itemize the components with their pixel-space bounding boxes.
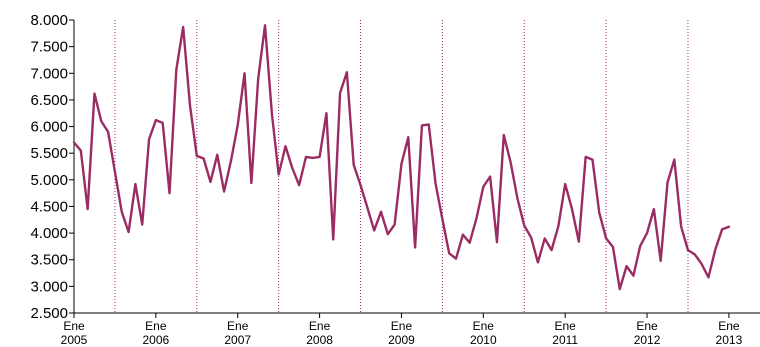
x-tick-label-month: Ene [227,319,249,333]
y-tick-label: 5.500 [30,145,68,162]
x-tick-label-month: Ene [145,319,167,333]
y-tick-label: 8.000 [30,12,68,29]
x-tick-label-year: 2010 [470,333,497,347]
y-tick-label: 4.500 [30,198,68,215]
x-tick-label-month: Ene [309,319,331,333]
y-tick-label: 7.500 [30,39,68,56]
x-tick-label-year: 2012 [634,333,661,347]
grid-lines [114,20,689,313]
series-layer [72,24,731,291]
x-tick-label-year: 2006 [143,333,170,347]
y-tick-label: 6.500 [30,92,68,109]
x-tick-label-year: 2009 [388,333,415,347]
x-tick-label-month: Ene [555,319,577,333]
x-tick-label-year: 2007 [224,333,251,347]
x-tick-label-month: Ene [473,319,495,333]
y-tick-label: 7.000 [30,65,68,82]
x-axis: Ene2005Ene2006Ene2007Ene2008Ene2009Ene20… [61,312,760,347]
x-tick-label-year: 2013 [716,333,743,347]
series-line [72,24,731,291]
y-tick-label: 5.000 [30,172,68,189]
x-tick-label-month: Ene [718,319,740,333]
y-tick-label: 2.500 [30,305,68,322]
x-tick-label-year: 2008 [306,333,333,347]
x-tick-label-month: Ene [636,319,658,333]
y-tick-label: 3.000 [30,278,68,295]
x-tick-label-month: Ene [63,319,85,333]
x-tick-label-year: 2005 [61,333,88,347]
y-tick-label: 6.000 [30,119,68,136]
x-tick-label-year: 2011 [552,333,578,347]
y-tick-label: 3.500 [30,252,68,269]
x-tick-label-month: Ene [391,319,413,333]
y-axis: 8.000 7.500 7.000 6.500 6.000 5.500 5.000 4.500… [30,12,75,322]
y-tick-label: 4.000 [30,225,68,242]
